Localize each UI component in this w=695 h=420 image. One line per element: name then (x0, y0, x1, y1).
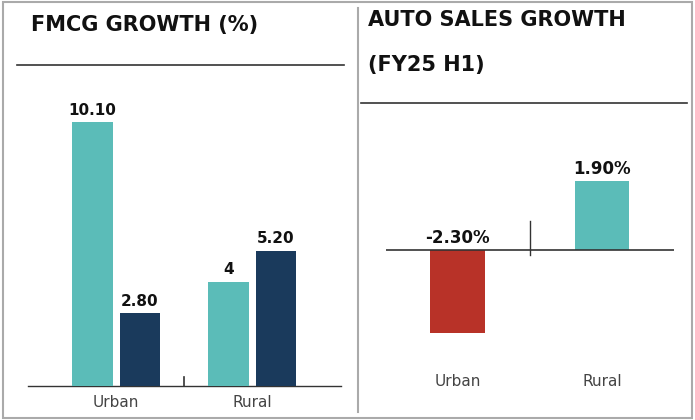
Text: (FY25 H1): (FY25 H1) (368, 55, 485, 76)
Bar (256, 250, 296, 386)
Text: 1.90%: 1.90% (573, 160, 631, 178)
Text: FMCG GROWTH (%): FMCG GROWTH (%) (31, 15, 259, 35)
Text: 4: 4 (223, 262, 234, 277)
Bar (208, 282, 249, 386)
FancyBboxPatch shape (3, 2, 692, 418)
Text: 10.10: 10.10 (68, 103, 116, 118)
Text: -2.30%: -2.30% (425, 229, 490, 247)
Text: 5.20: 5.20 (257, 231, 295, 246)
Bar (120, 313, 161, 386)
Bar (575, 181, 630, 250)
Bar (430, 250, 485, 333)
Text: 2.80: 2.80 (121, 294, 158, 309)
Legend: FY24 Q1, FY25 Q1: FY24 Q1, FY25 Q1 (19, 0, 218, 2)
Text: AUTO SALES GROWTH: AUTO SALES GROWTH (368, 10, 626, 31)
Bar (72, 123, 113, 386)
